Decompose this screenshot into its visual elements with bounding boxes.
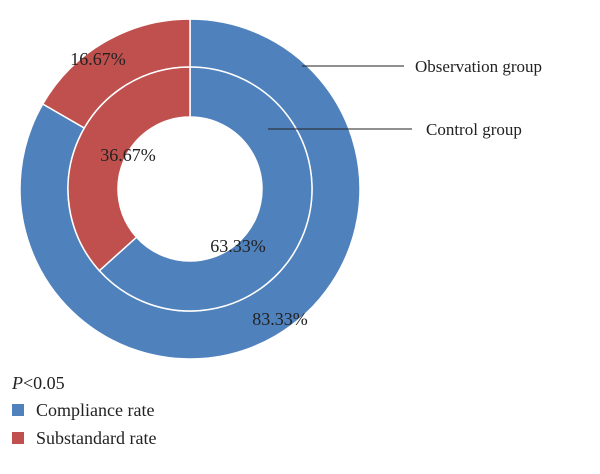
- p-symbol: P: [12, 373, 23, 393]
- inner-data-label-substandard: 36.67%: [100, 145, 156, 165]
- outer-data-label-substandard: 16.67%: [70, 49, 126, 69]
- inner-data-label-compliance: 63.33%: [210, 236, 266, 256]
- legend: P<0.05 Compliance rate Substandard rate: [12, 370, 156, 452]
- outer-data-label-compliance: 83.33%: [252, 309, 308, 329]
- donut-slices: [19, 18, 361, 360]
- legend-label-compliance: Compliance rate: [36, 399, 155, 420]
- inner-slice-substandard: [67, 66, 191, 272]
- outer-ring-name: Observation group: [415, 57, 542, 76]
- legend-swatch-substandard: [12, 432, 24, 444]
- inner-ring-name: Control group: [426, 120, 522, 139]
- data-labels: 83.33% 16.67% Observation group 63.33% 36.67…: [70, 49, 542, 329]
- legend-swatch-compliance: [12, 404, 24, 416]
- inner-slice-compliance: [98, 66, 313, 312]
- p-value-text: <0.05: [23, 373, 65, 393]
- ring-leader-lines: [268, 65, 412, 130]
- legend-item-substandard: Substandard rate: [12, 424, 156, 452]
- p-value-annotation: P<0.05: [12, 370, 156, 396]
- legend-item-compliance: Compliance rate: [12, 396, 156, 424]
- legend-label-substandard: Substandard rate: [36, 427, 157, 448]
